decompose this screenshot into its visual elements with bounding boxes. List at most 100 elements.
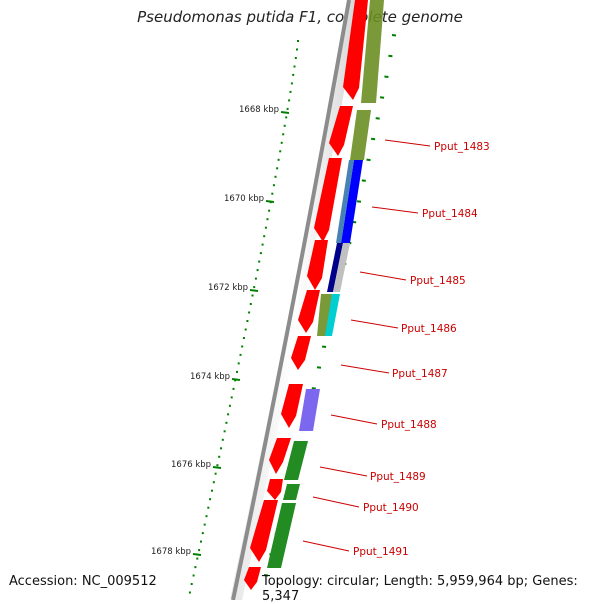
cds-arrow: [343, 0, 368, 100]
cog-track: [267, 0, 384, 568]
cog-block-steelblue: [336, 160, 354, 243]
gene-label-pput-1487: Pput_1487: [392, 368, 448, 380]
scale-dot: [296, 48, 298, 51]
scale-dot: [294, 57, 297, 59]
scale-dot: [279, 150, 282, 153]
scale-tick-1668: [280, 111, 290, 114]
scale-dot: [297, 40, 299, 42]
scale-dot: [225, 421, 228, 424]
scale-label-1678: 1678 kbp: [151, 547, 191, 557]
inner-tick: [384, 75, 389, 78]
scale-dot: [274, 175, 277, 178]
cds-arrow: [244, 567, 261, 590]
scale-tick-1670: [265, 200, 275, 203]
scale-dot: [227, 413, 230, 416]
cog-block-olive: [361, 0, 384, 103]
scale-dot: [203, 523, 206, 526]
scale-dot: [283, 124, 286, 127]
inner-tick: [375, 117, 380, 120]
scale-label-1668: 1668 kbp: [239, 105, 279, 115]
cds-arrow: [281, 384, 303, 428]
genome-backbone-shadow: [230, 0, 361, 600]
scale-dot: [266, 218, 269, 221]
cog-block-slateblue: [299, 389, 320, 431]
scale-dot: [292, 73, 295, 76]
gene-label-pput-1490: Pput_1490: [363, 502, 419, 514]
scale-dot: [212, 481, 215, 484]
leader-line: [302, 540, 350, 552]
scale-label-1670: 1670 kbp: [224, 194, 264, 204]
scale-dot: [198, 549, 201, 552]
scale-dot: [242, 337, 245, 339]
inner-tick: [391, 34, 397, 37]
inner-tick: [321, 345, 327, 348]
scale-dots: [188, 40, 299, 594]
genome-backbone: [231, 0, 351, 600]
scale-dot: [216, 464, 219, 467]
gene-label-pput-1488: Pput_1488: [381, 419, 437, 431]
scale-dot: [276, 167, 279, 170]
scale-dot: [246, 320, 249, 322]
cog-block-cyan: [325, 294, 340, 336]
scale-tick-1676: [212, 466, 222, 469]
scale-dot: [228, 404, 231, 407]
scale-dot: [290, 82, 293, 85]
scale-dot: [241, 345, 244, 348]
scale-label-1674: 1674 kbp: [190, 372, 230, 382]
accession-text: Accession: NC_009512: [9, 574, 157, 589]
scale-dot: [254, 277, 257, 280]
scale-dot: [218, 455, 221, 458]
scale-dot: [200, 540, 202, 543]
scale-tick-1674: [231, 378, 241, 381]
scale-dot: [268, 209, 271, 212]
cds-arrow: [314, 158, 342, 242]
inner-tick: [370, 137, 376, 141]
scale-dot: [286, 107, 289, 110]
scale-dot: [220, 447, 222, 450]
cog-block-silver: [333, 243, 350, 292]
scale-tick-1678: [192, 553, 202, 556]
leader-line: [384, 139, 431, 147]
scale-dot: [207, 506, 210, 509]
scale-dot: [248, 311, 251, 314]
cog-block-green: [284, 441, 308, 480]
cog-block-green: [267, 503, 296, 568]
leader-line: [371, 206, 419, 214]
scale-dot: [264, 226, 267, 229]
cds-arrow: [269, 438, 291, 474]
scale-dot: [196, 557, 199, 560]
scale-dot: [256, 269, 259, 272]
scale-dot: [194, 566, 197, 569]
cog-block-olive: [350, 110, 371, 160]
scale-dot: [230, 396, 233, 399]
scale-dot: [221, 438, 224, 441]
cds-track: [244, 0, 368, 590]
scale-dot: [258, 260, 261, 263]
inner-tick: [311, 387, 316, 390]
scale-dot: [288, 99, 291, 102]
inner-tick: [263, 574, 269, 577]
cog-block-navy: [327, 243, 343, 292]
scale-dot: [214, 472, 217, 475]
scale-dot: [259, 252, 262, 255]
scale-dot: [237, 362, 240, 365]
leader-line: [330, 414, 378, 425]
scale-dot: [249, 303, 252, 305]
scale-dot: [263, 235, 266, 238]
gene-label-pput-1486: Pput_1486: [401, 323, 457, 335]
scale-dot: [282, 133, 285, 136]
scale-dot: [280, 141, 283, 144]
leader-line: [312, 496, 360, 508]
inner-tick: [388, 54, 393, 58]
label-leaders: [302, 139, 431, 552]
scale-label-1672: 1672 kbp: [208, 283, 248, 293]
cds-arrow: [298, 290, 320, 333]
cds-arrow: [329, 106, 353, 156]
scale-dot: [239, 353, 242, 356]
scale-dot: [192, 574, 195, 577]
scale-dot: [236, 370, 238, 373]
scale-dot: [205, 515, 208, 518]
scale-dot: [223, 430, 226, 433]
scale-dot: [253, 286, 256, 289]
